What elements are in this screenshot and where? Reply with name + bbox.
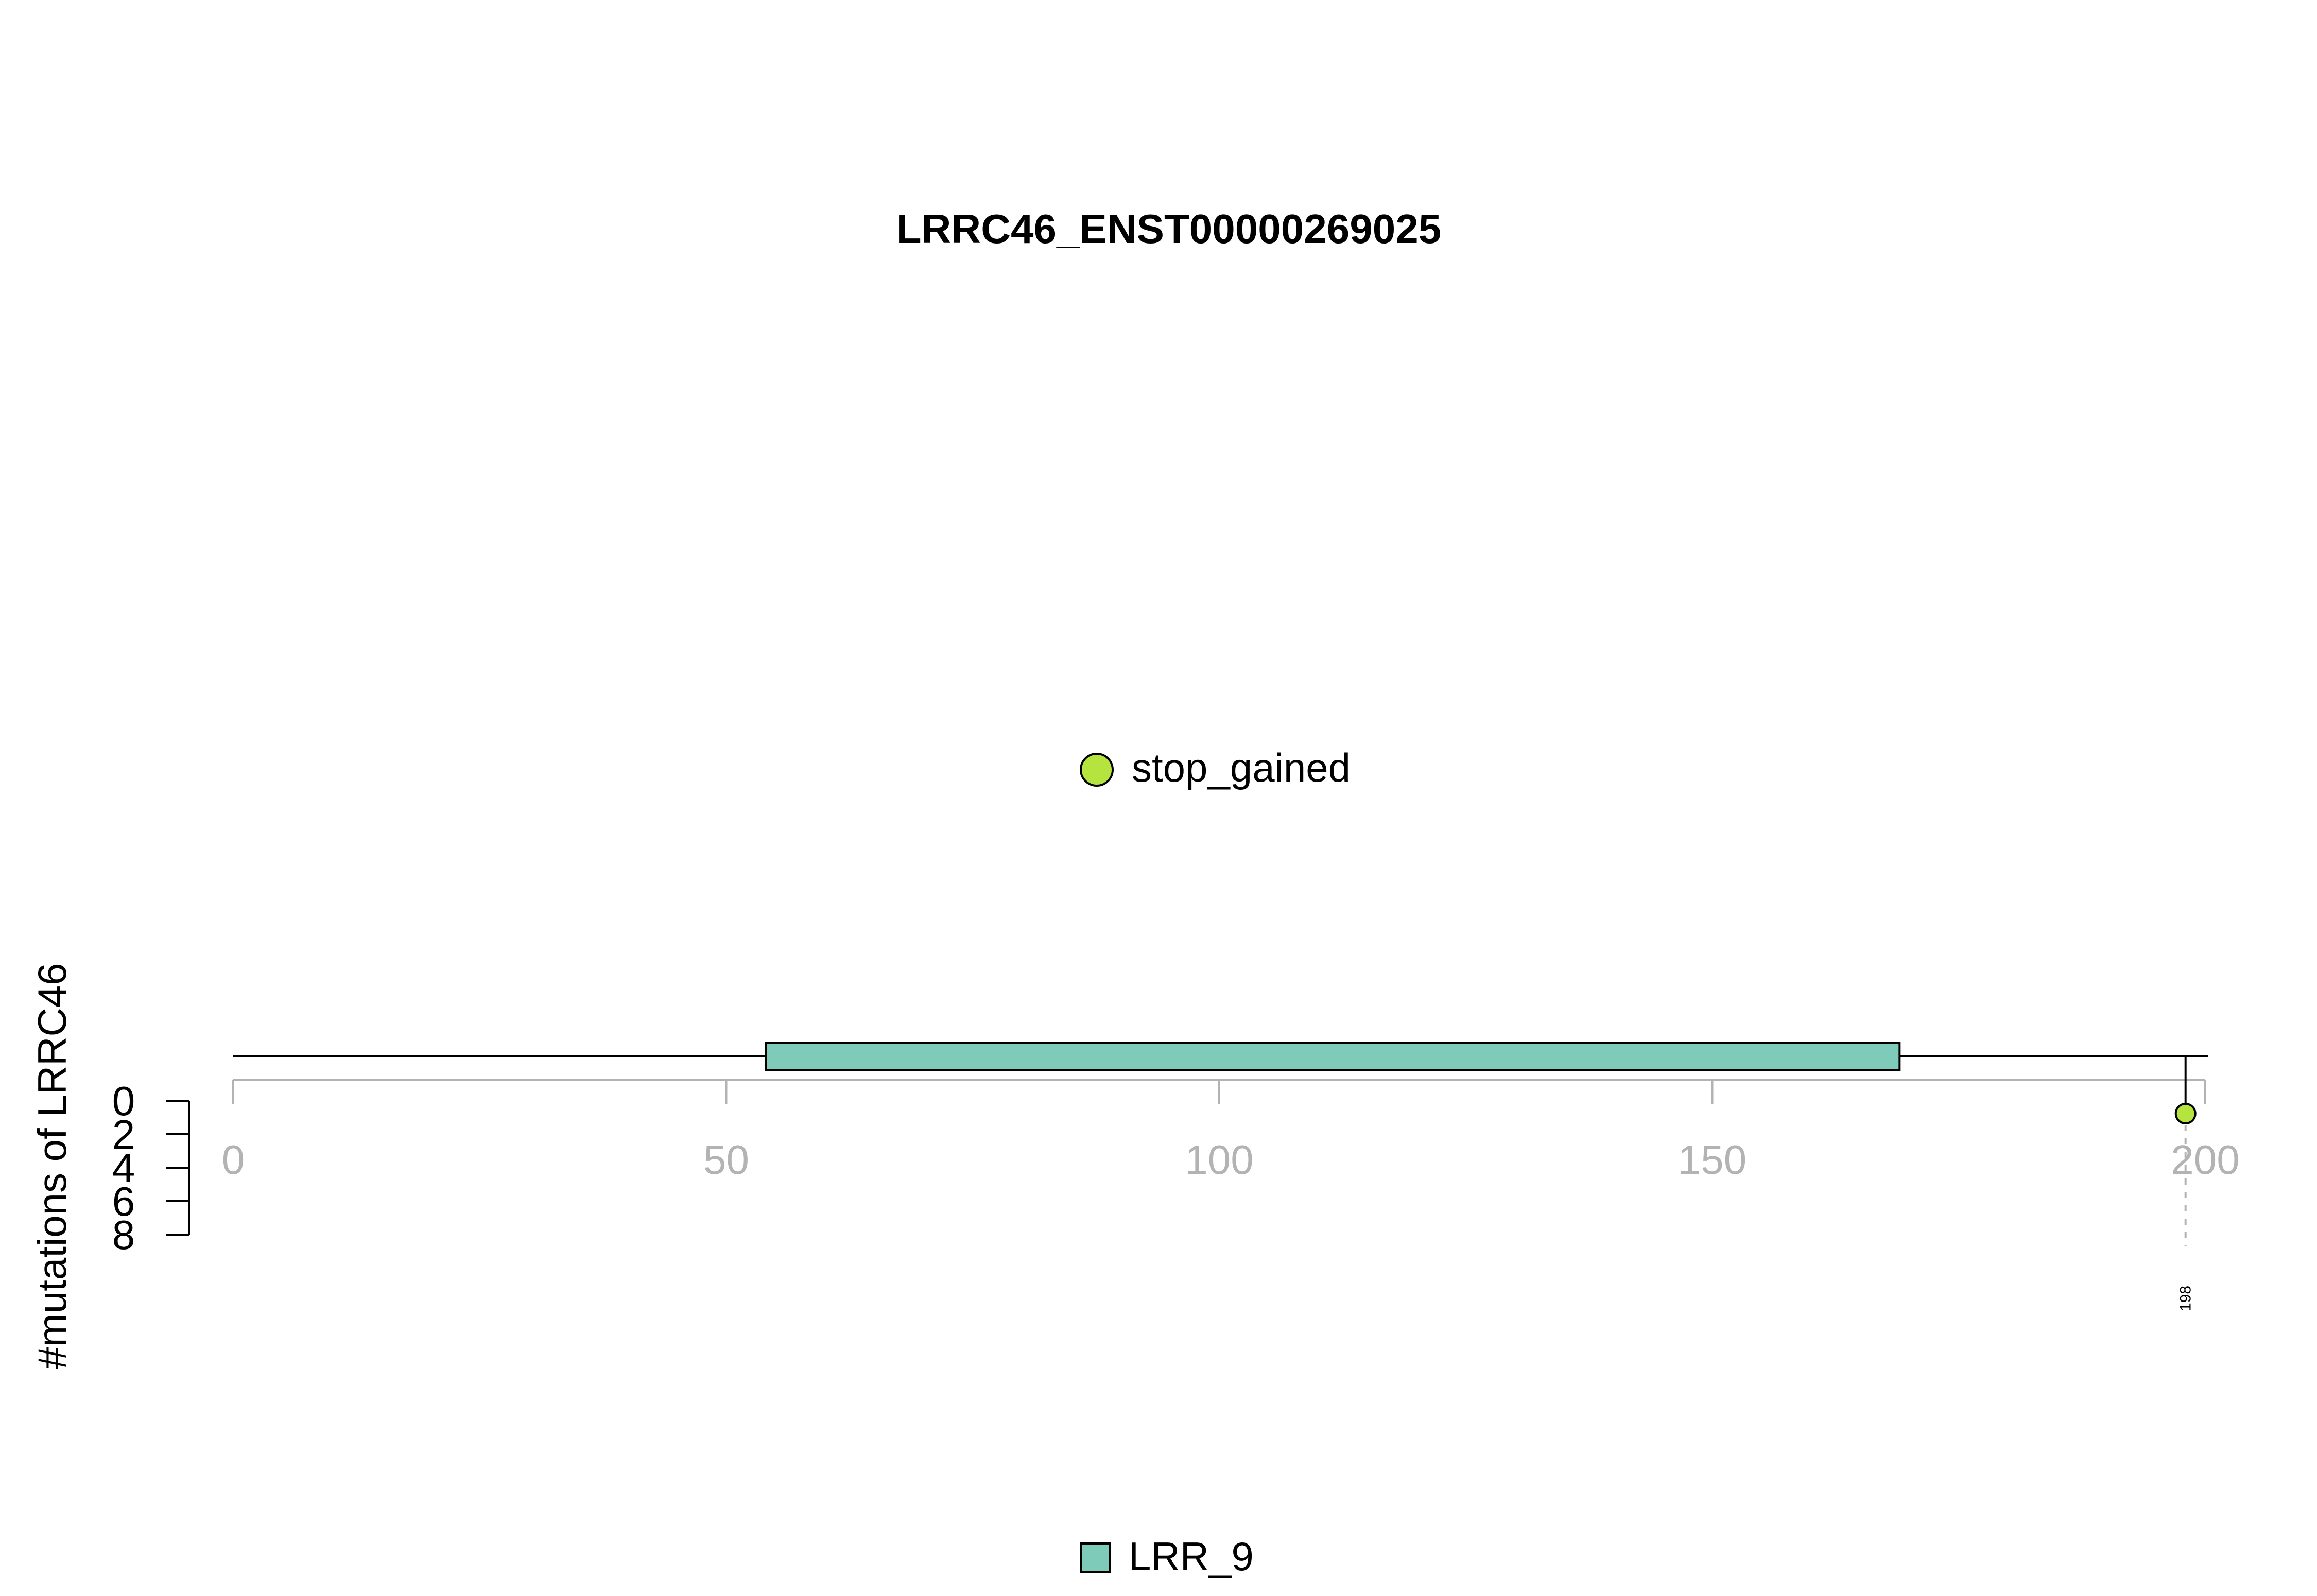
y-axis-label: #mutations of LRRC46 — [29, 963, 75, 1369]
x-axis: 0 50 100 150 200 — [222, 1079, 2240, 1183]
y-tick-label: 0 — [112, 1078, 135, 1124]
protein-backbone-group — [233, 1042, 2208, 1071]
y-tick-label: 6 — [112, 1178, 135, 1224]
chart-title: LRRC46_ENST00000269025 — [896, 206, 1441, 252]
y-tick-label: 8 — [112, 1212, 135, 1258]
y-tick-label: 4 — [112, 1145, 135, 1191]
domain-legend: LRR_9 — [1080, 1534, 1254, 1579]
mutation-legend-label: stop_gained — [1132, 745, 1351, 790]
domain-lrr-9 — [765, 1042, 1901, 1071]
x-tick-label: 150 — [1678, 1137, 1747, 1183]
mutation-legend-swatch — [1080, 753, 1114, 787]
mutation-point — [2174, 1103, 2197, 1124]
x-tick-label: 100 — [1185, 1137, 1253, 1183]
mutation-legend: stop_gained — [1080, 745, 1351, 790]
x-tick-label: 0 — [222, 1137, 245, 1183]
mutations-group: 198 — [2174, 1056, 2197, 1311]
mutation-position-label: 198 — [2177, 1286, 2194, 1311]
domain-legend-swatch — [1080, 1542, 1111, 1573]
x-tick-label: 50 — [703, 1137, 749, 1183]
domain-legend-label: LRR_9 — [1129, 1534, 1254, 1579]
y-tick-label: 2 — [112, 1112, 135, 1157]
x-tick-label: 200 — [2171, 1137, 2239, 1183]
